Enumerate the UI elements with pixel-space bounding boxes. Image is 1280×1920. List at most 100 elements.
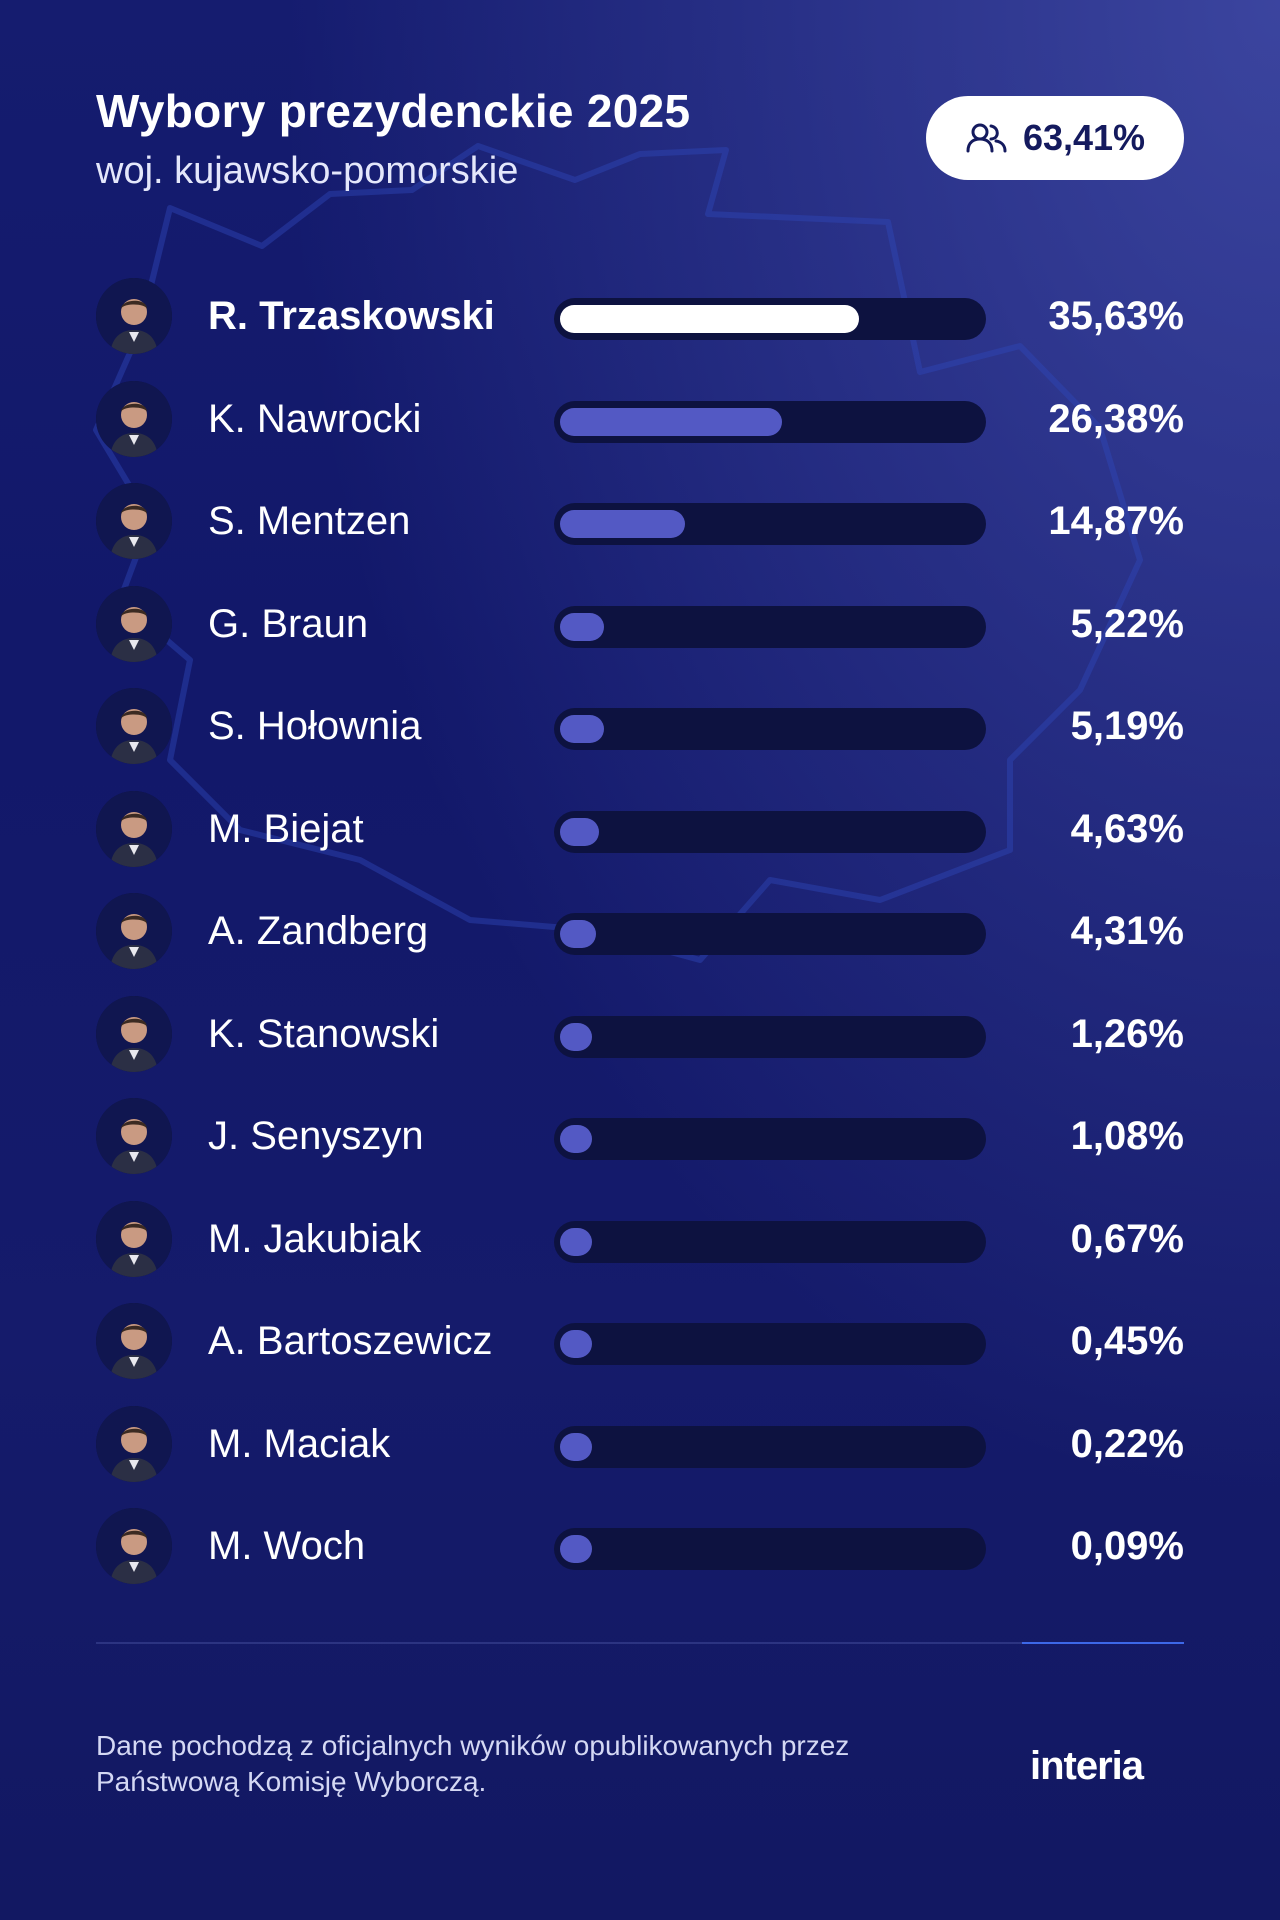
vote-percentage: 35,63% [1048,294,1184,338]
vote-percentage: 1,08% [1070,1114,1184,1158]
vote-percentage: 5,19% [1070,704,1184,748]
candidate-avatar [96,483,172,559]
page-title: Wybory prezydenckie 2025 [96,85,691,137]
bar-track [554,1425,986,1468]
bar-fill [560,1227,592,1256]
vote-percentage: 0,22% [1070,1421,1184,1466]
bar-fill [560,407,782,436]
candidate-row: M. Jakubiak 0,67% [96,1200,1184,1277]
vote-percentage: 1,26% [1070,1011,1184,1056]
candidate-row: S. Hołownia 5,19% [96,688,1184,764]
bar-fill [560,1535,592,1563]
vote-percentage: 26,38% [1048,396,1184,441]
interia-logo: interia [1030,1744,1144,1788]
candidate-name: G. Braun [208,601,369,646]
candidate-avatar [96,790,172,867]
person-icon [96,790,172,867]
vote-percentage: 4,31% [1070,909,1184,953]
candidate-name: A. Zandberg [208,909,429,953]
vote-percentage: 14,87% [1048,499,1184,543]
bar-fill [560,715,604,743]
footer-divider-accent [1022,1642,1184,1644]
bar-fill [560,612,604,641]
bar-track [554,913,986,955]
bar-fill [560,1022,592,1051]
vote-percentage: 0,45% [1070,1319,1184,1363]
vote-percentage: 0,67% [1070,1216,1184,1261]
candidate-name: M. Jakubiak [208,1216,422,1261]
bar-fill [560,1125,592,1153]
candidate-row: M. Biejat 4,63% [96,790,1184,867]
bar-fill [560,305,860,333]
bar-track [554,1528,986,1570]
person-icon [96,483,172,559]
candidate-name: S. Hołownia [208,704,422,748]
candidate-avatar [96,1303,172,1379]
candidate-name: M. Maciak [208,1421,391,1466]
candidate-name: J. Senyszyn [208,1114,424,1158]
candidate-avatar [96,1508,172,1584]
candidate-avatar [96,380,172,457]
candidate-row: A. Zandberg 4,31% [96,893,1184,969]
person-icon [96,1200,172,1277]
person-icon [96,688,172,764]
candidate-name: K. Stanowski [208,1011,440,1056]
person-icon [96,278,172,354]
candidate-avatar [96,585,172,662]
candidate-row: G. Braun 5,22% [96,585,1184,662]
source-note-line: Dane pochodzą z oficjalnych wyników opub… [96,1730,850,1761]
candidate-row: M. Maciak 0,22% [96,1405,1184,1482]
bar-track [554,1118,986,1160]
bar-track [554,1015,986,1058]
candidate-name: R. Trzaskowski [208,294,495,338]
person-icon [96,585,172,662]
region-subtitle: woj. kujawsko-pomorskie [96,150,519,192]
person-icon [96,1303,172,1379]
candidate-row: R. Trzaskowski 35,63% [96,278,1184,354]
person-icon [96,995,172,1072]
candidate-row: J. Senyszyn 1,08% [96,1098,1184,1174]
bar-track [554,298,986,340]
bar-track [554,1323,986,1365]
person-icon [96,893,172,969]
candidate-avatar [96,1405,172,1482]
person-icon [96,1098,172,1174]
footer-divider [96,1642,1184,1644]
turnout-value: 63,41% [1022,117,1146,158]
person-icon [96,1405,172,1482]
candidate-row: S. Mentzen 14,87% [96,483,1184,559]
bar-fill [560,817,599,846]
bar-fill [560,510,685,538]
vote-percentage: 0,09% [1070,1524,1184,1568]
bar-fill [560,1330,592,1358]
candidate-row: M. Woch 0,09% [96,1508,1184,1584]
candidate-row: K. Stanowski 1,26% [96,995,1184,1072]
candidate-row: A. Bartoszewicz 0,45% [96,1303,1184,1379]
vote-percentage: 4,63% [1070,806,1184,851]
candidate-name: M. Woch [208,1524,366,1568]
bar-track [554,1220,986,1263]
candidate-avatar [96,278,172,354]
candidate-avatar [96,893,172,969]
candidate-name: A. Bartoszewicz [208,1319,493,1363]
candidate-row: K. Nawrocki 26,38% [96,380,1184,457]
candidate-avatar [96,995,172,1072]
candidate-name: K. Nawrocki [208,396,422,441]
candidate-name: S. Mentzen [208,499,411,543]
candidate-avatar [96,1200,172,1277]
source-note: Dane pochodzą z oficjalnych wyników opub… [96,1728,956,1800]
bar-track [554,503,986,545]
turnout-badge: 63,41% [926,96,1184,180]
person-icon [96,380,172,457]
bar-track [554,605,986,648]
source-note-line: Państwową Komisję Wyborczą. [96,1766,487,1797]
bar-track [554,708,986,750]
vote-percentage: 5,22% [1070,601,1184,646]
candidate-name: M. Biejat [208,806,364,851]
bar-fill [560,920,597,948]
people-icon [966,123,1007,153]
candidate-avatar [96,1098,172,1174]
candidate-avatar [96,688,172,764]
bar-track [554,810,986,853]
